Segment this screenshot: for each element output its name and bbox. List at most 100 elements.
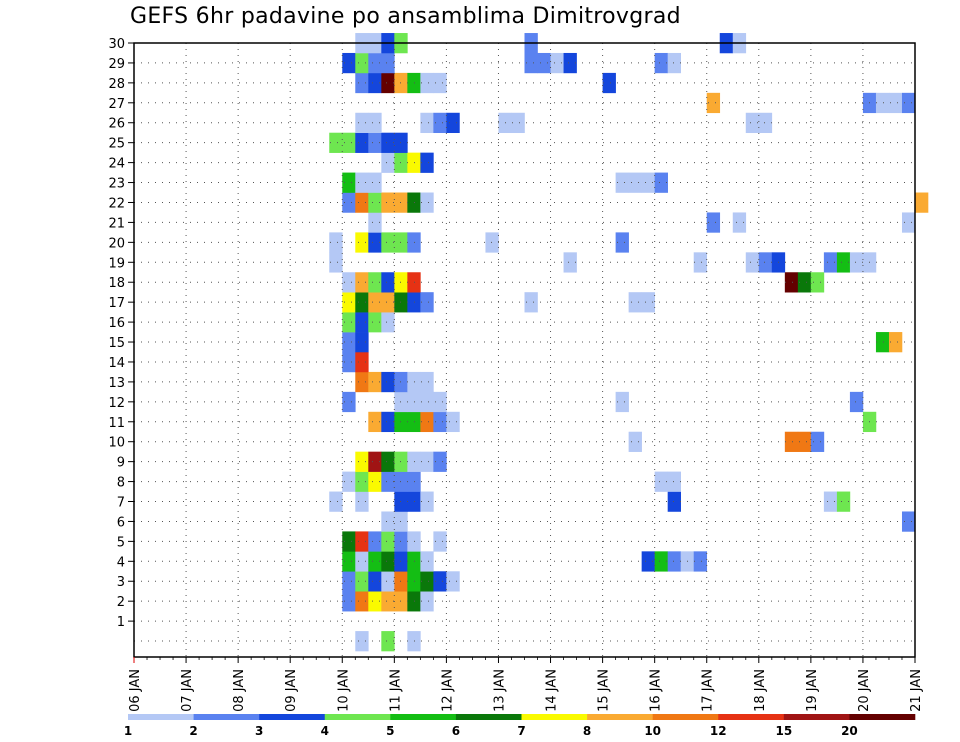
colorbar-swatch xyxy=(128,714,194,720)
precip-cell xyxy=(381,132,395,153)
precip-cell xyxy=(342,132,356,153)
precip-cell xyxy=(615,391,629,413)
precip-cell xyxy=(381,292,395,313)
precip-cell xyxy=(420,152,434,173)
precip-cell xyxy=(381,312,395,333)
precip-cell xyxy=(550,52,564,74)
precip-cell xyxy=(355,631,369,652)
precip-cell xyxy=(342,591,356,612)
precip-cell xyxy=(368,52,382,74)
precip-cell xyxy=(342,351,356,373)
colorbar-swatch xyxy=(718,714,785,720)
precip-cell xyxy=(446,112,460,134)
precip-cell xyxy=(368,451,382,472)
precip-cell xyxy=(420,72,434,94)
y-tick-label: 12 xyxy=(108,396,125,411)
x-tick-label: 11 JAN xyxy=(388,669,403,712)
precip-cell xyxy=(368,292,382,313)
precipitation-cells xyxy=(329,33,929,652)
precip-cell xyxy=(797,431,812,452)
precip-cell xyxy=(381,72,395,94)
precip-cell xyxy=(381,272,395,293)
precip-cell xyxy=(693,551,708,572)
y-tick-label: 8 xyxy=(117,476,125,491)
precip-cell xyxy=(368,272,382,293)
precip-cell xyxy=(823,491,838,512)
precip-cell xyxy=(667,491,681,512)
precip-cell xyxy=(849,391,864,413)
precip-cell xyxy=(758,112,773,134)
precip-cell xyxy=(784,431,799,452)
precip-cell xyxy=(446,411,460,433)
precip-cell xyxy=(355,312,369,333)
precip-cell xyxy=(329,252,343,273)
colorbar-swatch xyxy=(521,714,588,720)
y-tick-label: 20 xyxy=(108,236,125,251)
precip-cell xyxy=(368,551,382,572)
precip-cell xyxy=(641,172,655,193)
x-tick-label: 07 JAN xyxy=(180,669,195,712)
precip-cell xyxy=(355,351,369,373)
colorbar-label: 4 xyxy=(321,724,329,738)
precip-cell xyxy=(420,192,434,213)
precip-cell xyxy=(641,551,655,572)
precip-cell xyxy=(342,52,356,74)
precip-cell xyxy=(355,371,369,393)
precip-cell xyxy=(355,172,369,193)
y-tick-label: 14 xyxy=(108,356,125,371)
precip-cell xyxy=(420,371,434,393)
colorbar-swatch xyxy=(259,714,326,720)
colorbar-label: 20 xyxy=(841,724,858,738)
precip-cell xyxy=(368,312,382,333)
y-tick-label: 15 xyxy=(108,336,125,351)
precip-cell xyxy=(342,172,356,193)
colorbar-label: 7 xyxy=(517,724,525,738)
colorbar-label: 15 xyxy=(775,724,792,738)
precip-cell xyxy=(901,511,916,532)
precip-cell xyxy=(329,491,343,512)
precip-cell xyxy=(875,92,890,114)
precip-cell xyxy=(381,591,395,612)
precip-cell xyxy=(342,571,356,592)
colorbar-swatch xyxy=(390,714,457,720)
x-tick-label: 06 JAN xyxy=(128,669,143,712)
x-tick-label: 16 JAN xyxy=(649,669,664,712)
precip-cell xyxy=(368,172,382,193)
precip-cell xyxy=(381,571,395,592)
precip-cell xyxy=(433,571,447,592)
y-tick-label: 4 xyxy=(117,555,125,570)
x-tick-label: 14 JAN xyxy=(545,669,560,712)
x-tick-label: 19 JAN xyxy=(805,669,820,712)
precip-cell xyxy=(381,551,395,572)
precip-cell xyxy=(342,471,356,492)
precip-cell xyxy=(368,471,382,492)
y-tick-label: 9 xyxy=(117,456,125,471)
precip-cell xyxy=(420,112,434,134)
precip-cell xyxy=(355,451,369,472)
y-tick-label: 26 xyxy=(108,117,125,132)
precip-cell xyxy=(355,591,369,612)
colorbar-swatch xyxy=(324,714,391,720)
x-tick-label: 08 JAN xyxy=(232,669,247,712)
precip-cell xyxy=(433,72,447,94)
precip-cell xyxy=(420,411,434,433)
member-axis: 1234567891011121314151617181920212223242… xyxy=(108,37,134,630)
colorbar-swatch xyxy=(652,714,719,720)
precip-cell xyxy=(836,491,851,512)
colorbar-swatch xyxy=(783,714,850,720)
y-tick-label: 3 xyxy=(117,575,125,590)
y-tick-label: 7 xyxy=(117,496,125,511)
x-tick-label: 21 JAN xyxy=(909,669,924,712)
precip-cell xyxy=(758,252,773,273)
precip-cell xyxy=(381,411,395,433)
precip-cell xyxy=(329,132,343,153)
precip-cell xyxy=(420,491,434,512)
precip-cell xyxy=(368,212,382,233)
precip-cell xyxy=(420,551,434,572)
precip-cell xyxy=(368,232,382,253)
y-tick-label: 19 xyxy=(108,256,125,271)
x-tick-label: 17 JAN xyxy=(701,669,716,712)
precip-cell xyxy=(524,52,538,74)
date-axis: 06 JAN 07 JAN 08 JAN 09 JAN 10 JAN 11 JAN 12 J… xyxy=(128,657,924,712)
